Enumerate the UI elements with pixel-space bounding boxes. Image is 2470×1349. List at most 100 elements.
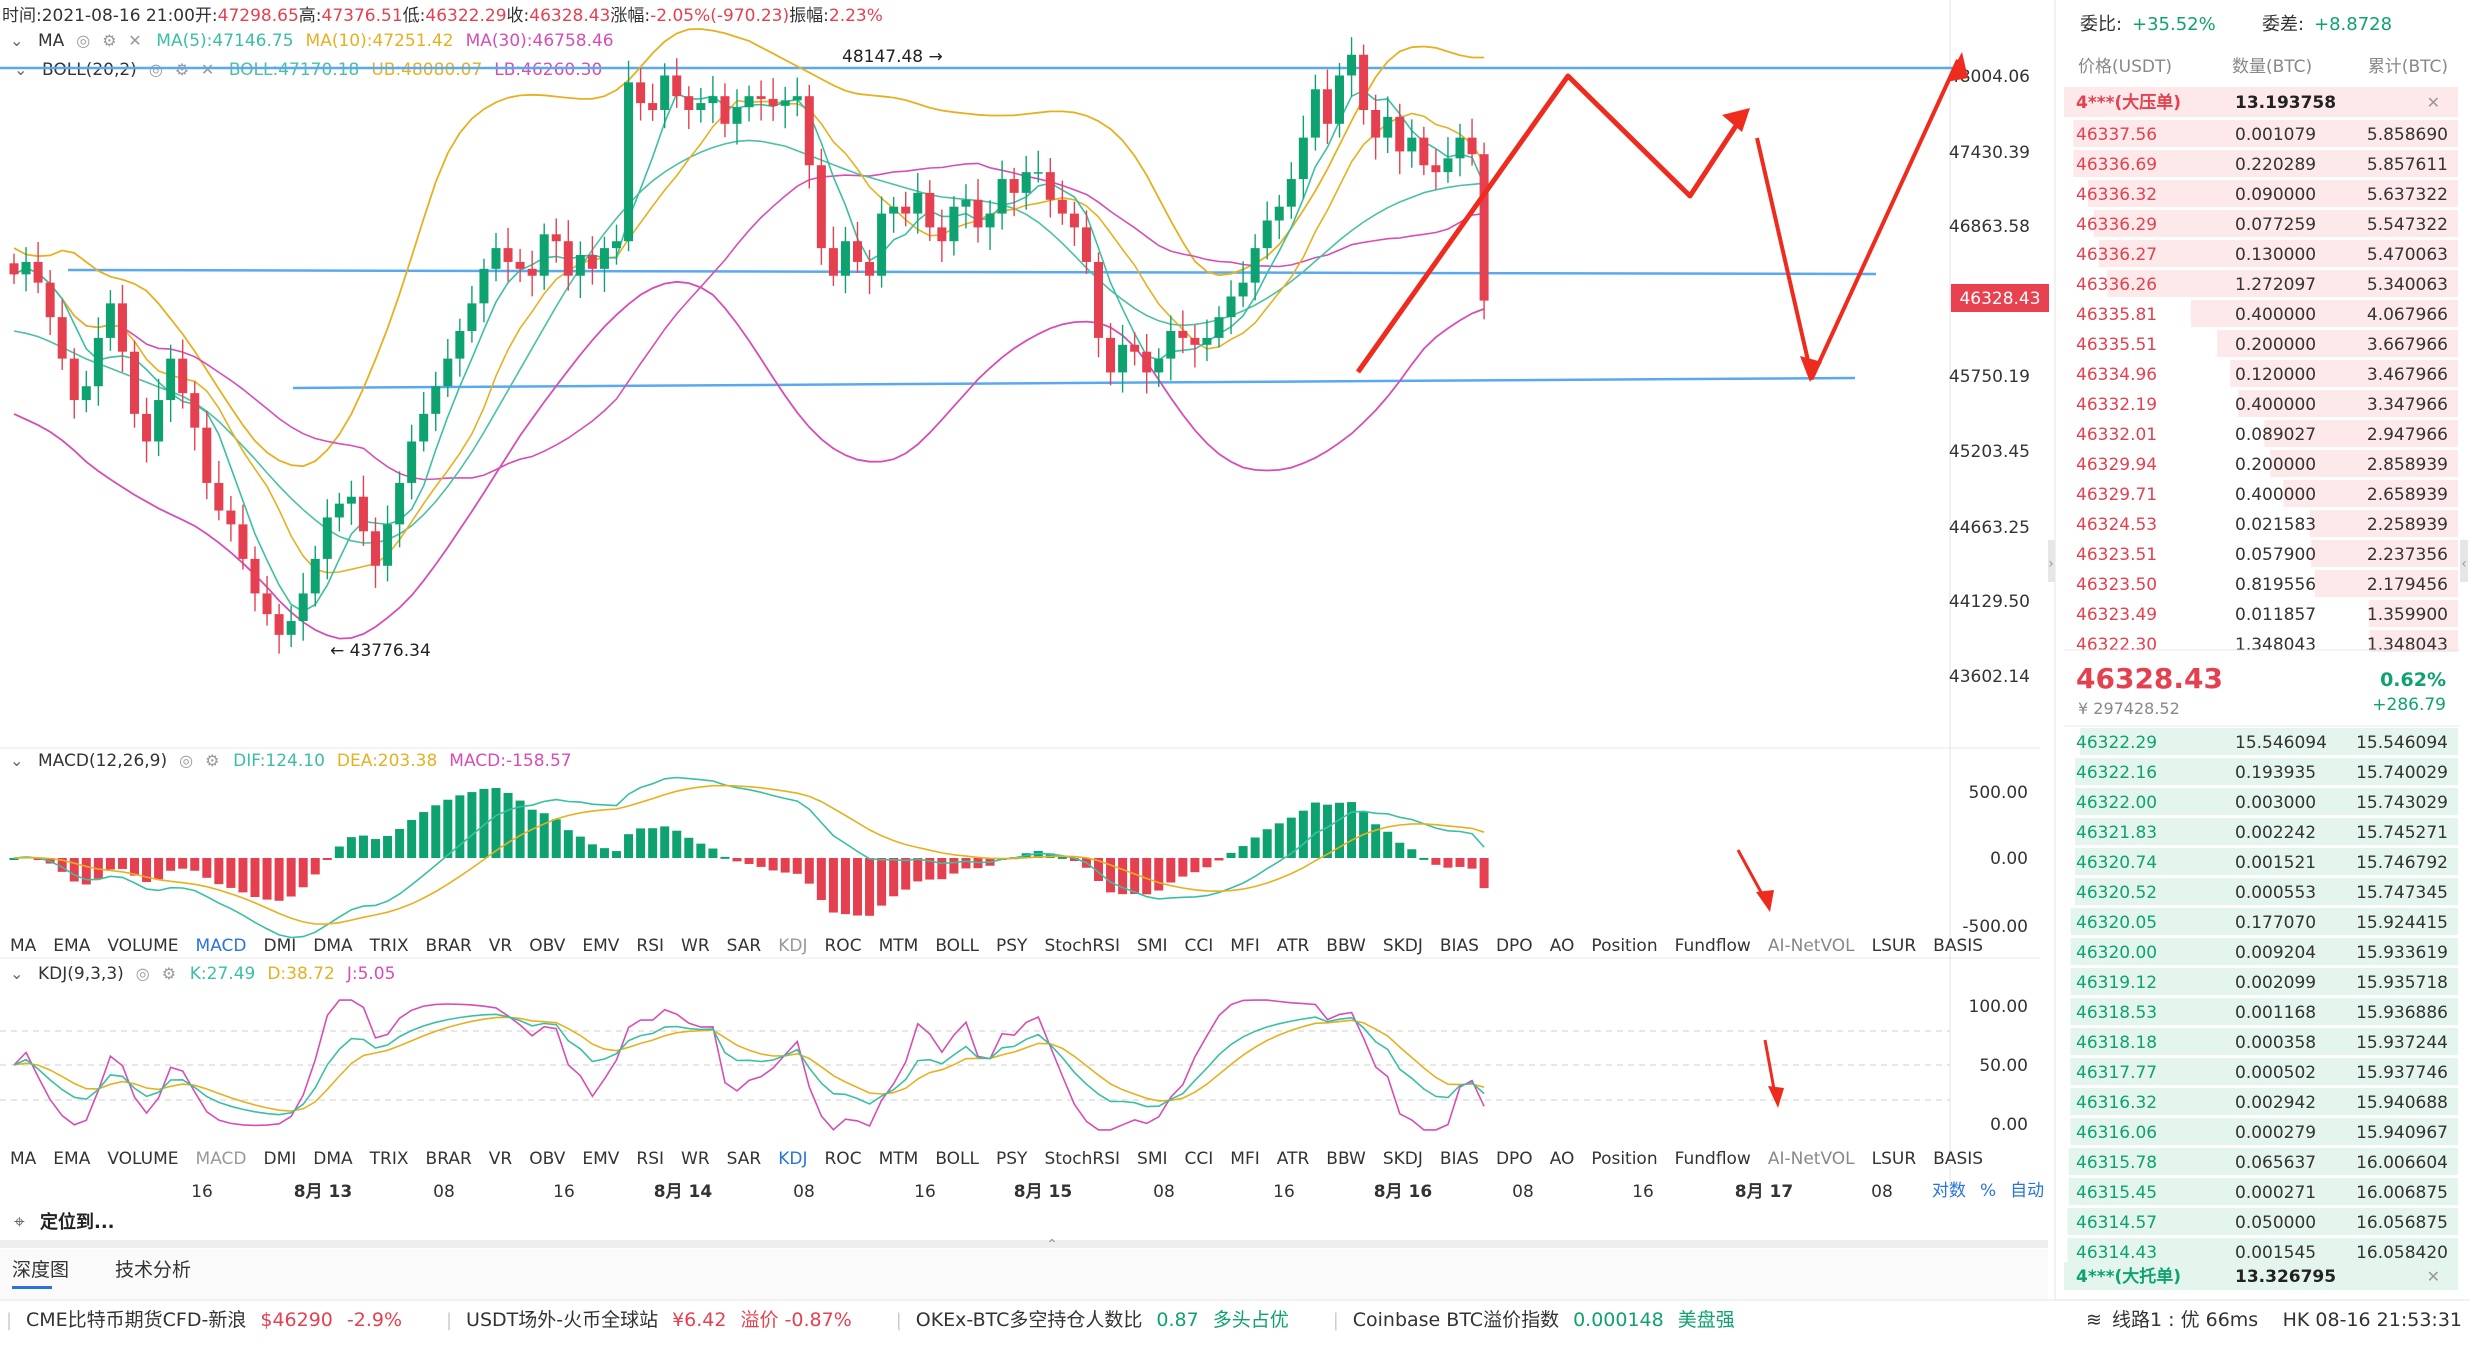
eye-icon[interactable]: ◎ [149, 60, 163, 79]
candle-body[interactable] [166, 358, 176, 401]
ask-price[interactable]: 46329.71 [2076, 485, 2157, 505]
candle-body[interactable] [624, 82, 634, 242]
candle-body[interactable] [612, 241, 621, 249]
candle-body[interactable] [33, 261, 43, 283]
bid-price[interactable]: 46315.78 [2076, 1153, 2157, 1173]
close-icon[interactable]: ✕ [128, 31, 141, 50]
candle-body[interactable] [346, 496, 356, 504]
candle-body[interactable] [383, 524, 393, 566]
candle-body[interactable] [1214, 317, 1224, 338]
candle-body[interactable] [937, 227, 947, 242]
candle-body[interactable] [81, 386, 91, 401]
bid-row[interactable]: 46320.74 0.001521 15.746792 [2076, 853, 2448, 873]
ask-price[interactable]: 46332.01 [2076, 425, 2157, 445]
candle-body[interactable] [1443, 158, 1453, 173]
candle-body[interactable] [117, 303, 127, 352]
gear-icon[interactable]: ⚙ [175, 60, 189, 79]
candle-body[interactable] [1069, 213, 1079, 228]
candle-body[interactable] [949, 206, 959, 242]
drawn-zigzag-line[interactable] [1355, 73, 1748, 374]
indicator-tab-mfi[interactable]: MFI [1230, 1149, 1259, 1169]
ticker-name[interactable]: Coinbase BTC溢价指数 [1353, 1309, 1559, 1331]
indicator-tab-stochrsi[interactable]: StochRSI [1044, 1149, 1120, 1169]
bid-row[interactable]: 46317.77 0.000502 15.937746 [2076, 1063, 2448, 1083]
indicator-tab-bias[interactable]: BIAS [1440, 1149, 1479, 1169]
candle-body[interactable] [455, 330, 465, 359]
gear-icon[interactable]: ⚙ [102, 31, 116, 50]
candle-body[interactable] [708, 96, 718, 104]
indicator-tab-wr[interactable]: WR [681, 936, 710, 956]
ask-price[interactable]: 46336.32 [2076, 185, 2157, 205]
panel-collapse-handle[interactable] [2460, 540, 2468, 582]
candle-body[interactable] [1322, 89, 1332, 124]
candle-body[interactable] [105, 303, 115, 338]
indicator-tab-skdj[interactable]: SKDJ [1383, 936, 1423, 956]
ask-row[interactable]: 46323.49 0.011857 1.359900 [2076, 605, 2448, 625]
candle-body[interactable] [1335, 75, 1344, 124]
indicator-tab-brar[interactable]: BRAR [426, 936, 472, 956]
indicator-tab-position[interactable]: Position [1591, 936, 1657, 956]
ask-price[interactable]: 46337.56 [2076, 125, 2157, 145]
ask-price[interactable]: 46335.51 [2076, 335, 2157, 355]
indicator-tab-roc[interactable]: ROC [825, 936, 862, 956]
candle-body[interactable] [443, 358, 453, 387]
candle-body[interactable] [985, 213, 995, 228]
candle-body[interactable] [142, 413, 152, 442]
candle-body[interactable] [563, 241, 573, 276]
ask-row[interactable]: 46336.69 0.220289 5.857611 [2076, 155, 2448, 175]
indicator-tab-atr[interactable]: ATR [1277, 1149, 1310, 1169]
indicator-tab-ao[interactable]: AO [1550, 1149, 1575, 1169]
bid-price[interactable]: 46322.29 [2076, 733, 2157, 753]
bid-row[interactable]: 46318.18 0.000358 15.937244 [2076, 1033, 2448, 1053]
candle-body[interactable] [1262, 220, 1272, 249]
bid-row[interactable]: 46318.53 0.001168 15.936886 [2076, 1003, 2448, 1023]
ask-price[interactable]: 46335.81 [2076, 305, 2157, 325]
eye-icon[interactable]: ◎ [136, 964, 150, 983]
location-pin-icon[interactable]: ⌖ [14, 1211, 25, 1233]
ask-row[interactable]: 46334.96 0.120000 3.467966 [2076, 365, 2448, 385]
ask-price[interactable]: 46336.27 [2076, 245, 2157, 265]
candle-body[interactable] [395, 482, 405, 525]
indicator-tab-volume[interactable]: VOLUME [107, 936, 178, 956]
candle-body[interactable] [274, 614, 284, 635]
indicator-tab-brar[interactable]: BRAR [426, 1149, 472, 1169]
ask-row[interactable]: 46332.01 0.089027 2.947966 [2076, 425, 2448, 445]
candle-body[interactable] [515, 261, 525, 269]
indicator-tab-dma[interactable]: DMA [313, 1149, 353, 1169]
indicator-tab-bbw[interactable]: BBW [1326, 936, 1366, 956]
close-icon[interactable]: ✕ [201, 60, 214, 79]
candle-body[interactable] [1455, 137, 1465, 159]
candle-body[interactable] [1310, 89, 1320, 138]
indicator-tab-psy[interactable]: PSY [996, 936, 1028, 956]
indicator-tab-ao[interactable]: AO [1550, 936, 1575, 956]
bid-price[interactable]: 46322.00 [2076, 793, 2157, 813]
ask-price[interactable]: 46323.51 [2076, 545, 2157, 565]
bid-price[interactable]: 46320.52 [2076, 883, 2157, 903]
axis-control-0[interactable]: 对数 [1932, 1181, 1966, 1201]
candle-body[interactable] [1190, 337, 1200, 345]
ask-row[interactable]: 46332.19 0.400000 3.347966 [2076, 395, 2448, 415]
candle-body[interactable] [828, 248, 838, 276]
candle-body[interactable] [503, 248, 513, 262]
indicator-tab-psy[interactable]: PSY [996, 1149, 1028, 1169]
candle-body[interactable] [1202, 337, 1212, 345]
bid-row[interactable]: 46320.52 0.000553 15.747345 [2076, 883, 2448, 903]
candle-body[interactable] [865, 261, 875, 276]
splitter-bar[interactable] [0, 1240, 2048, 1248]
expand-chevron-icon[interactable]: ⌃ [1046, 1237, 1058, 1253]
candle-body[interactable] [1479, 154, 1489, 301]
ask-price[interactable]: 46334.96 [2076, 365, 2157, 385]
candle-body[interactable] [491, 248, 501, 269]
candle-body[interactable] [250, 558, 260, 594]
bid-price[interactable]: 46318.18 [2076, 1033, 2157, 1053]
candle-body[interactable] [901, 206, 911, 214]
bid-row[interactable]: 46319.12 0.002099 15.935718 [2076, 973, 2448, 993]
ask-row[interactable]: 46329.94 0.200000 2.858939 [2076, 455, 2448, 475]
candle-body[interactable] [1274, 206, 1284, 221]
candle-body[interactable] [1250, 248, 1260, 283]
indicator-tab-smi[interactable]: SMI [1137, 1149, 1167, 1169]
indicator-tab-macd[interactable]: MACD [196, 936, 247, 956]
indicator-tab-ema[interactable]: EMA [53, 1149, 90, 1169]
bid-row[interactable]: 46316.32 0.002942 15.940688 [2076, 1093, 2448, 1113]
